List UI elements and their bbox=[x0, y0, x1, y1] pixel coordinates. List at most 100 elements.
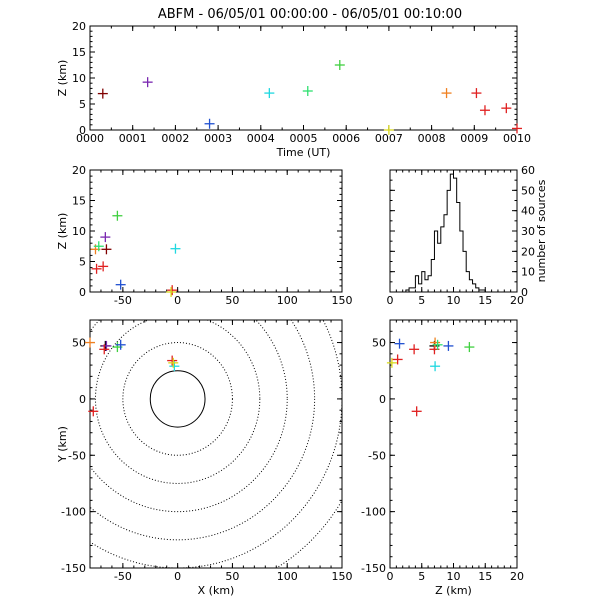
y-tick-label: 0 bbox=[79, 124, 86, 137]
x-tick-label: 5 bbox=[418, 570, 425, 583]
x-tick-label: 0000 bbox=[76, 132, 104, 145]
x-tick-label: 10 bbox=[447, 570, 461, 583]
data-point bbox=[142, 77, 153, 88]
y-tick-label: 20 bbox=[521, 245, 535, 258]
panels: 0000 0001 0002 0003 0004 0005 0006 0007 0008 0009… bbox=[56, 20, 548, 597]
x-tick-label: 0008 bbox=[418, 132, 446, 145]
x-tick-label: 10 bbox=[447, 294, 461, 307]
data-point bbox=[430, 337, 441, 348]
data-point bbox=[98, 261, 109, 272]
x-tick-label: 20 bbox=[510, 294, 524, 307]
y-tick-label: 20 bbox=[72, 164, 86, 177]
y-tick-label: 20 bbox=[72, 20, 86, 33]
range-ring bbox=[90, 320, 316, 541]
x-tick-label: 5 bbox=[418, 294, 425, 307]
data-point bbox=[471, 88, 482, 99]
y-tick-label: 0 bbox=[521, 286, 528, 299]
x-tick-label: 15 bbox=[478, 294, 492, 307]
data-point bbox=[100, 232, 111, 243]
y-tick-label: 0 bbox=[79, 393, 86, 406]
data-point bbox=[115, 279, 126, 290]
data-point bbox=[264, 88, 275, 99]
y-tick-label: -100 bbox=[61, 506, 86, 519]
data-point bbox=[97, 88, 108, 99]
data-point bbox=[167, 285, 178, 296]
y-tick-label: 0 bbox=[379, 393, 386, 406]
y-axis-label: Z (km) bbox=[56, 213, 69, 250]
data-point bbox=[411, 406, 422, 417]
data-point bbox=[101, 244, 112, 255]
data-point bbox=[501, 103, 512, 114]
x-tick-label: 0005 bbox=[290, 132, 318, 145]
x-tick-label: 20 bbox=[510, 570, 524, 583]
x-tick-label: 100 bbox=[277, 294, 298, 307]
data-point bbox=[93, 241, 104, 252]
data-point bbox=[85, 337, 95, 348]
range-ring bbox=[122, 342, 233, 456]
height-y-panel: 0 5 10 15 20 -150 -100 -50 0 50 Z (km) bbox=[361, 319, 524, 597]
y-tick-label: -150 bbox=[361, 562, 386, 575]
plot-frame bbox=[389, 319, 518, 569]
x-tick-label: 150 bbox=[332, 570, 353, 583]
data-point bbox=[443, 340, 454, 351]
data-point bbox=[386, 357, 397, 368]
data-point bbox=[88, 406, 99, 417]
plot-frame bbox=[389, 169, 518, 293]
x-tick-label: 50 bbox=[225, 294, 239, 307]
x-tick-label: 0010 bbox=[503, 132, 531, 145]
x-tick-label: 100 bbox=[277, 570, 298, 583]
x-tick-label: 0007 bbox=[375, 132, 403, 145]
data-point bbox=[512, 123, 522, 134]
x-tick-label: 0004 bbox=[247, 132, 275, 145]
y-tick-label: 0 bbox=[79, 286, 86, 299]
data-point bbox=[432, 339, 443, 350]
x-tick-label: 0 bbox=[387, 570, 394, 583]
y-tick-label: 10 bbox=[72, 72, 86, 85]
y-tick-label: 5 bbox=[79, 256, 86, 269]
x-axis-label: Time (UT) bbox=[276, 146, 331, 159]
data-point bbox=[383, 125, 394, 135]
data-point bbox=[168, 357, 179, 368]
data-point bbox=[334, 60, 345, 70]
y-tick-label: 5 bbox=[79, 98, 86, 111]
x-tick-label: -50 bbox=[114, 570, 132, 583]
range-ring bbox=[275, 499, 342, 568]
data-point bbox=[99, 344, 110, 355]
x-tick-label: 50 bbox=[225, 570, 239, 583]
y-tick-label: 10 bbox=[72, 225, 86, 238]
x-tick-label: 0003 bbox=[204, 132, 232, 145]
y-tick-label: 40 bbox=[521, 205, 535, 218]
data-point bbox=[479, 105, 490, 116]
y-axis-label: number of sources bbox=[535, 179, 548, 282]
x-tick-label: 150 bbox=[332, 294, 353, 307]
y-tick-label: 30 bbox=[521, 225, 535, 238]
plot-frame bbox=[89, 319, 343, 569]
x-axis-label: Z (km) bbox=[435, 584, 472, 597]
data-point bbox=[302, 86, 313, 96]
y-tick-label: 60 bbox=[521, 164, 535, 177]
y-tick-label: -150 bbox=[61, 562, 86, 575]
histogram-outline bbox=[405, 173, 489, 293]
x-tick-label: 15 bbox=[478, 570, 492, 583]
x-height-panel: -50 0 50 100 150 0 5 10 15 20 Z (km) bbox=[56, 164, 353, 307]
y-tick-label: 50 bbox=[372, 337, 386, 350]
data-point bbox=[392, 354, 403, 365]
range-rings bbox=[90, 320, 342, 568]
x-tick-label: 0002 bbox=[161, 132, 189, 145]
data-point bbox=[394, 338, 405, 349]
range-ring bbox=[149, 370, 206, 428]
time-height-panel: 0000 0001 0002 0003 0004 0005 0006 0007 0008 0009… bbox=[56, 20, 531, 159]
y-tick-label: -50 bbox=[368, 449, 386, 462]
data-point bbox=[170, 243, 181, 254]
data-point bbox=[430, 361, 441, 372]
y-axis-label: Z (km) bbox=[56, 60, 69, 97]
y-axis-label: Y (km) bbox=[56, 426, 69, 463]
y-tick-label: -50 bbox=[68, 449, 86, 462]
x-tick-label: 0006 bbox=[332, 132, 360, 145]
data-point bbox=[115, 339, 126, 350]
y-tick-label: 15 bbox=[72, 46, 86, 59]
data-point bbox=[464, 342, 475, 353]
x-tick-label: 0009 bbox=[460, 132, 488, 145]
data-point bbox=[112, 210, 123, 221]
